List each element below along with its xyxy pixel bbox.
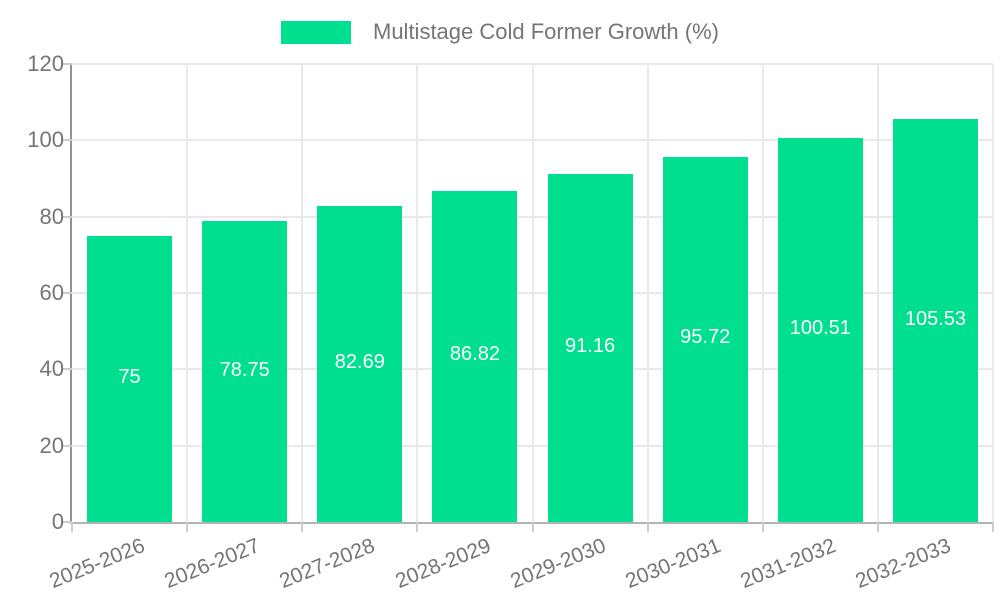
- y-axis-line: [70, 64, 72, 524]
- x-tick-label: 2032-2033: [852, 534, 955, 593]
- bar[interactable]: 91.16: [547, 174, 633, 522]
- x-gridline: [186, 64, 189, 522]
- y-tick-label: 100: [27, 127, 64, 153]
- bar[interactable]: 100.51: [777, 138, 863, 522]
- bar-value-label: 82.69: [334, 351, 385, 374]
- plot-area: 0 20 40 60 80 100 120 75 78.75 82.69 86.82 91.16 95.…: [27, 51, 994, 593]
- bar-value-label: 91.16: [565, 335, 616, 358]
- y-tick-label: 40: [39, 356, 64, 382]
- x-axis-tick: [992, 522, 994, 532]
- y-tick-label: 20: [39, 432, 64, 458]
- x-axis-tick: [876, 522, 879, 532]
- x-gridline: [761, 64, 764, 522]
- x-gridline: [301, 64, 304, 522]
- x-axis-tick: [646, 522, 649, 532]
- x-gridline: [646, 64, 649, 522]
- x-tick-label: 2031-2032: [737, 534, 839, 593]
- bar-value-label: 86.82: [449, 343, 500, 366]
- legend-swatch: [281, 20, 351, 44]
- x-tick-label: 2027-2028: [276, 534, 379, 593]
- x-tick-label: 2030-2031: [622, 534, 724, 593]
- bar[interactable]: 75: [87, 235, 173, 522]
- y-axis-tick: [62, 139, 72, 142]
- bar-value-label: 100.51: [789, 317, 851, 340]
- x-axis-tick: [761, 522, 764, 532]
- x-tick-label: 2025-2026: [46, 534, 149, 593]
- legend[interactable]: Multistage Cold Former Growth (%): [0, 19, 1000, 45]
- bar[interactable]: 105.53: [892, 119, 978, 522]
- x-tick-label: 2028-2029: [391, 534, 494, 593]
- x-tick-label: 2026-2027: [161, 534, 264, 593]
- bar[interactable]: 82.69: [317, 206, 403, 522]
- y-tick-label: 80: [39, 203, 64, 229]
- x-axis-tick: [416, 522, 419, 532]
- bar-value-label: 105.53: [904, 307, 967, 330]
- y-tick-label: 120: [27, 51, 64, 76]
- y-axis-tick: [62, 292, 72, 294]
- x-gridline: [992, 64, 994, 522]
- bar[interactable]: 95.72: [662, 156, 748, 522]
- y-axis-tick: [62, 521, 72, 523]
- y-tick-label: 60: [39, 280, 64, 305]
- x-tick-label: 2029-2030: [506, 534, 609, 593]
- bar-value-label: 95.72: [680, 326, 731, 349]
- bar-value-label: 78.75: [219, 358, 270, 381]
- x-axis-tick: [531, 522, 534, 532]
- bar[interactable]: 86.82: [432, 190, 518, 522]
- x-axis-tick: [301, 522, 304, 532]
- y-axis-tick: [62, 368, 72, 371]
- y-axis-tick: [62, 63, 72, 65]
- legend-label: Multistage Cold Former Growth (%): [373, 19, 719, 44]
- x-gridline: [876, 64, 879, 522]
- x-gridline: [531, 64, 534, 522]
- x-gridline: [416, 64, 419, 522]
- x-axis-tick: [186, 522, 189, 532]
- y-axis-tick: [62, 215, 72, 218]
- bar-value-label: 75: [118, 365, 141, 388]
- y-axis-tick: [62, 444, 72, 447]
- y-tick-label: 0: [51, 509, 64, 534]
- x-axis-tick: [71, 522, 73, 532]
- bar[interactable]: 78.75: [202, 221, 288, 522]
